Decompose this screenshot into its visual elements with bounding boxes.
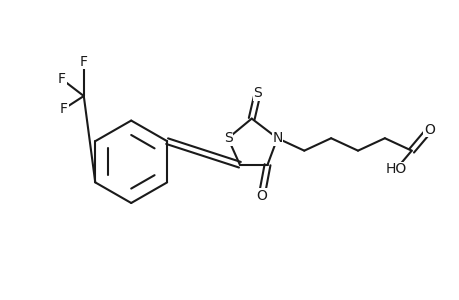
Text: F: F	[60, 102, 68, 116]
Text: F: F	[58, 72, 66, 86]
Text: S: S	[223, 131, 232, 145]
Text: HO: HO	[384, 163, 406, 176]
Text: F: F	[79, 55, 88, 69]
Text: O: O	[256, 189, 267, 203]
Text: S: S	[253, 86, 262, 100]
Text: O: O	[423, 123, 434, 136]
Text: N: N	[272, 131, 282, 145]
